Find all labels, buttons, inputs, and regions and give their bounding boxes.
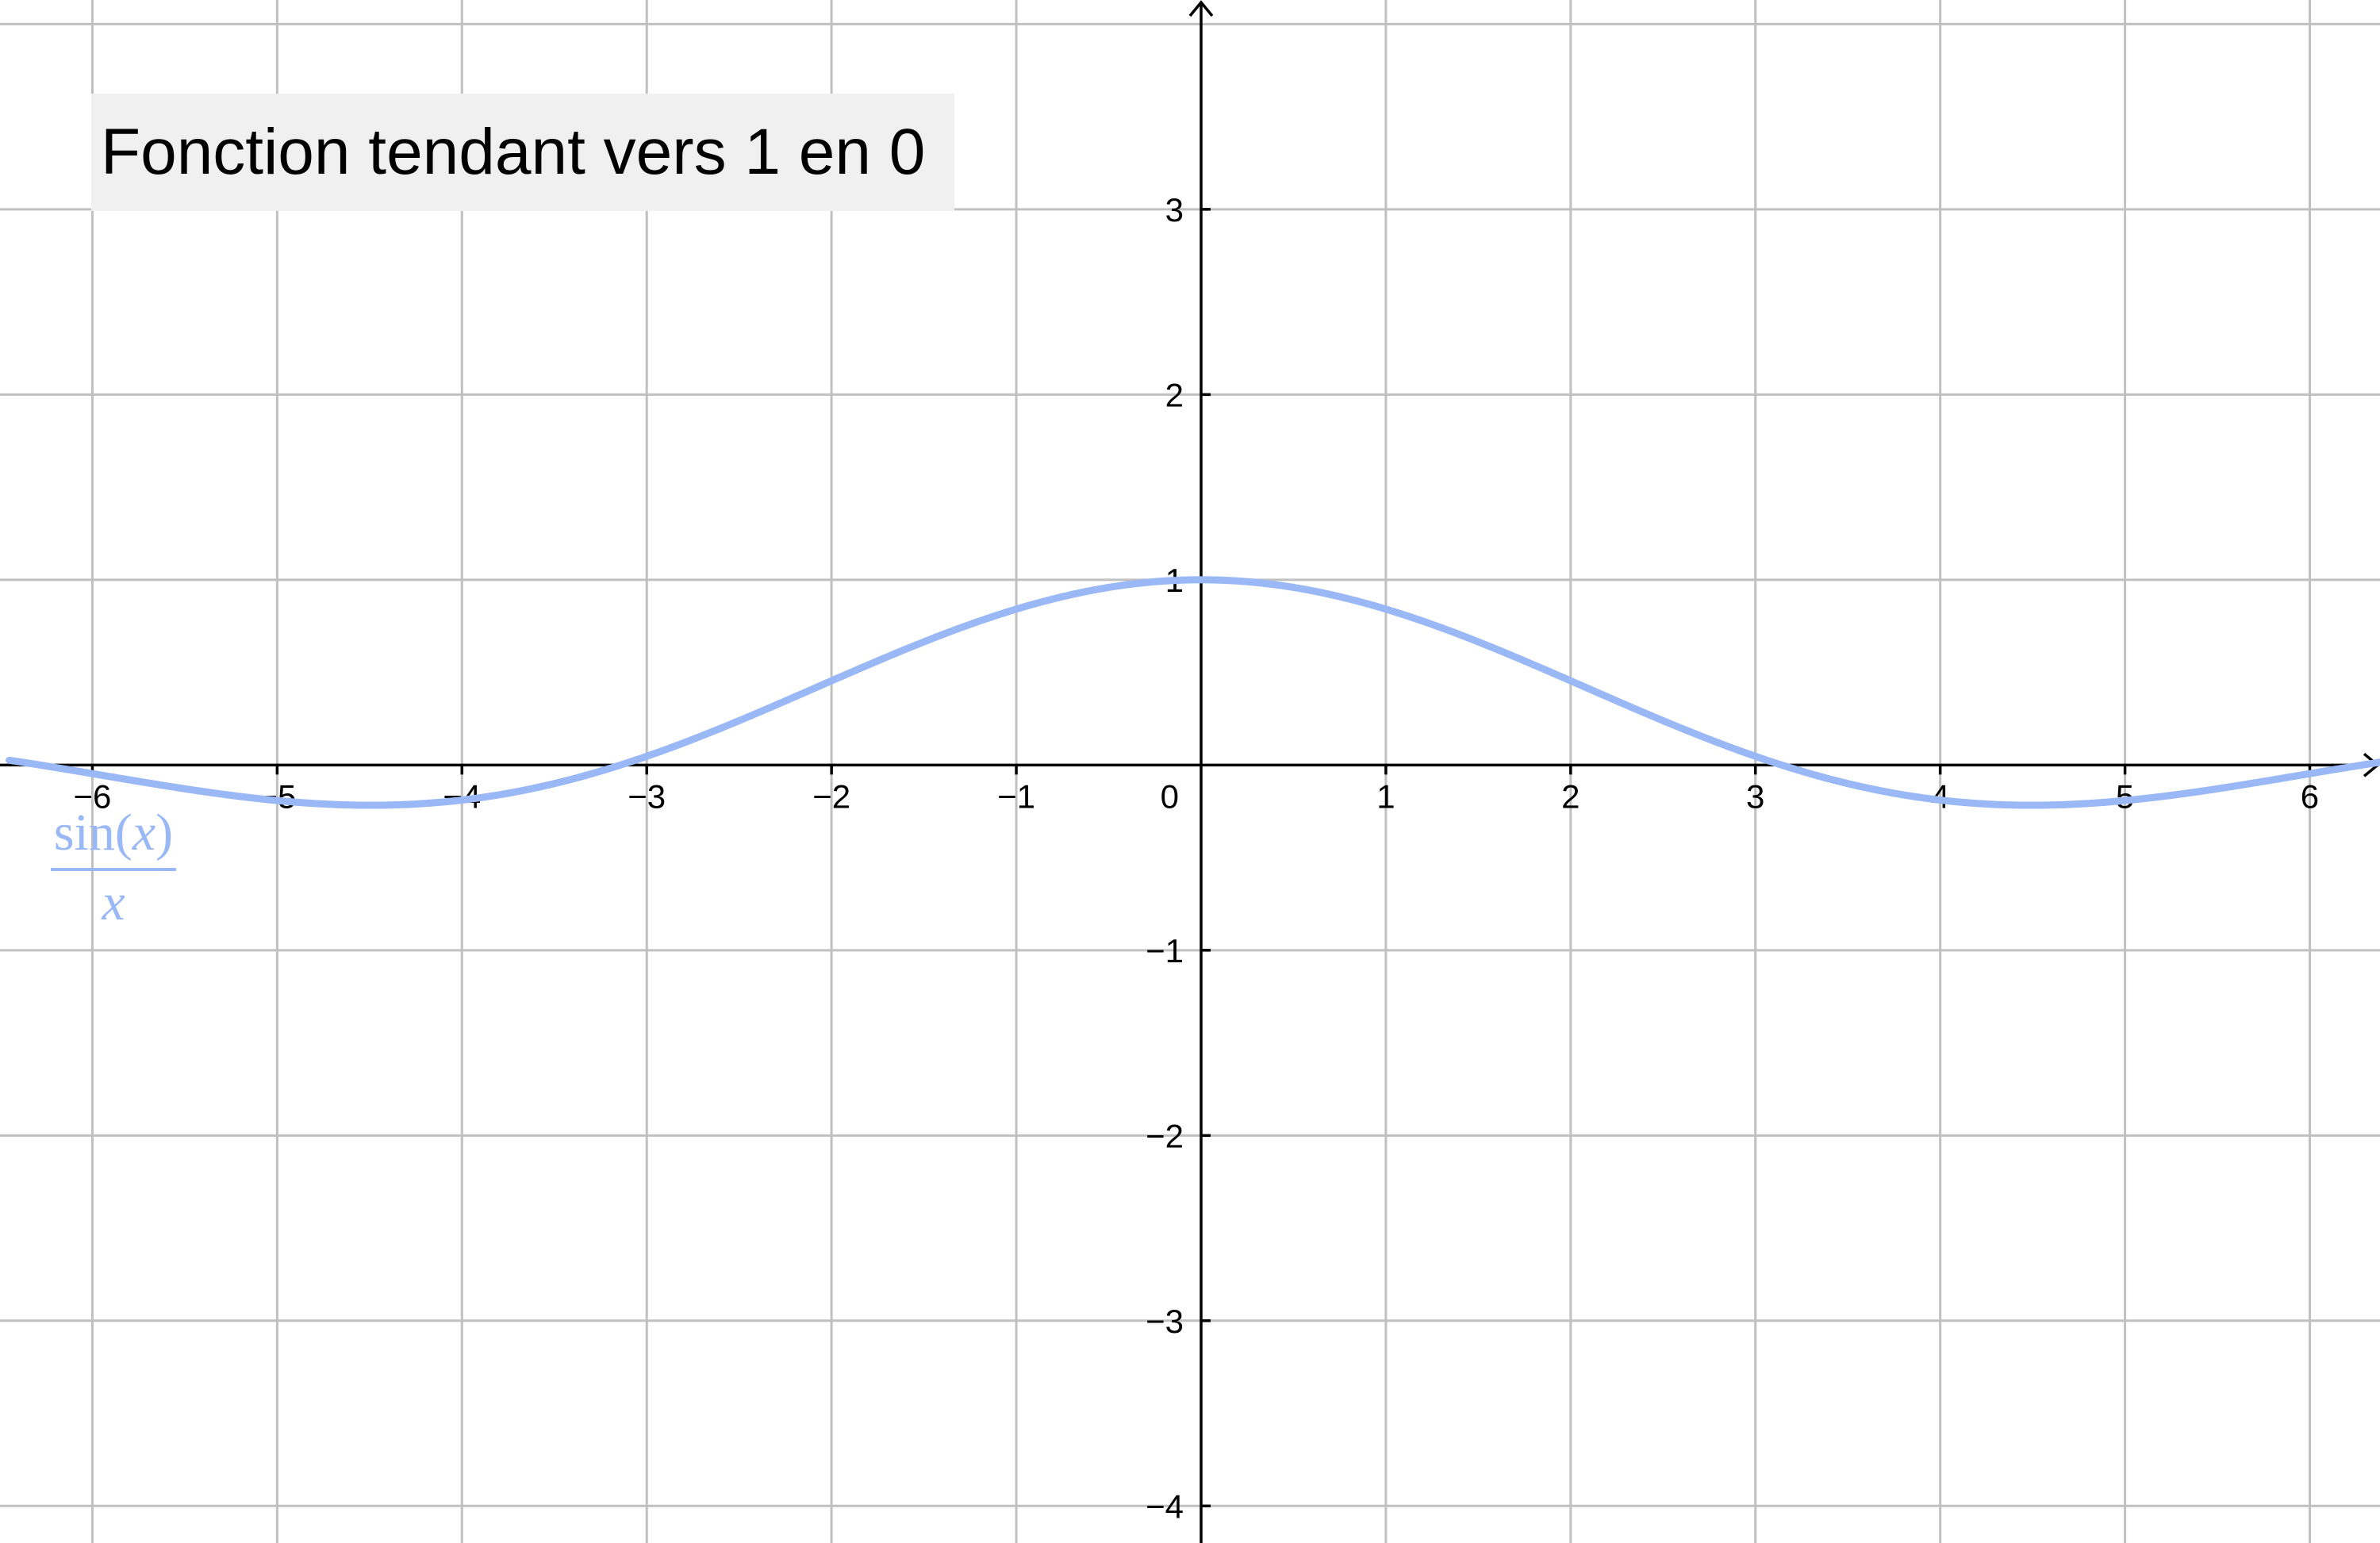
function-label-numerator: sin(x): [50, 803, 177, 871]
x-tick-label: −1: [997, 777, 1035, 815]
y-tick-label: −2: [1146, 1117, 1184, 1154]
x-tick-label: 5: [2116, 777, 2134, 815]
y-tick-label: 2: [1165, 376, 1184, 413]
origin-label: 0: [1161, 777, 1179, 815]
title-box[interactable]: Fonction tendant vers 1 en 0: [91, 94, 954, 211]
function-label-paren-open: (: [114, 804, 132, 862]
function-label-denominator: x: [102, 873, 125, 931]
x-tick-label: 2: [1561, 777, 1580, 815]
x-tick-label: −3: [628, 777, 666, 815]
x-tick-label: −6: [74, 777, 112, 815]
y-tick-label: −4: [1146, 1487, 1184, 1525]
x-tick-label: 6: [2301, 777, 2319, 815]
function-curve-group: [6, 576, 2380, 809]
function-curve[interactable]: [6, 576, 2380, 809]
x-tick-label: 3: [1746, 777, 1764, 815]
function-label-fn: sin: [53, 804, 115, 862]
x-tick-label: −2: [812, 777, 850, 815]
y-tick-label: −1: [1146, 932, 1184, 969]
function-label-var: x: [132, 804, 156, 862]
chart-title: Fonction tendant vers 1 en 0: [101, 116, 926, 188]
x-tick-label: 1: [1376, 777, 1395, 815]
y-tick-label: 3: [1165, 191, 1184, 228]
x-tick-label: 4: [1931, 777, 1949, 815]
function-label[interactable]: sin(x) x: [38, 803, 189, 933]
y-axis-arrow: [1188, 0, 1214, 17]
function-label-paren-close: ): [155, 804, 174, 862]
y-tick-label: −3: [1146, 1303, 1184, 1340]
